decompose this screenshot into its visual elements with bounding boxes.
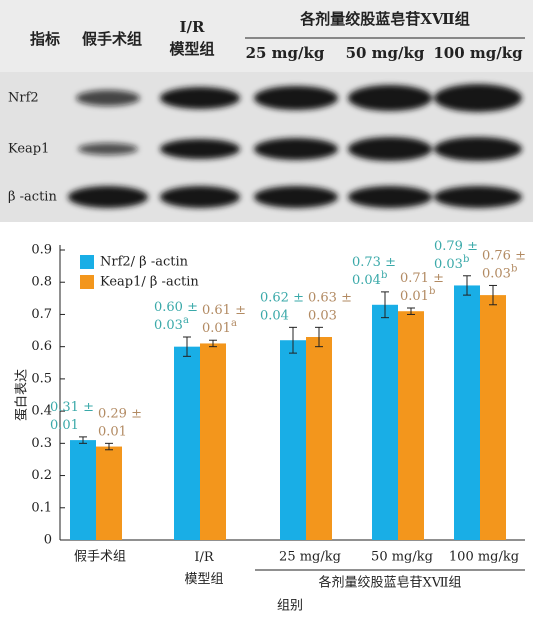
bar — [480, 295, 506, 540]
header-cell: 假手术组 — [82, 30, 142, 48]
y-tick-label: 0.3 — [31, 436, 52, 451]
bar — [306, 337, 332, 540]
value-label: 0.31 ±0.01 — [50, 399, 94, 432]
x-axis-title: 组别 — [277, 599, 303, 614]
bar — [174, 347, 200, 540]
bar — [96, 447, 122, 540]
blot-row-label: Keap1 — [8, 142, 49, 157]
x-tick-label: 假手术组 — [74, 550, 126, 565]
header-dose: 50 mg/kg — [346, 44, 425, 62]
value-label: 0.76 ±0.03b — [482, 248, 526, 281]
y-tick-label: 0.5 — [31, 371, 52, 386]
blot-row-label: Nrf2 — [8, 91, 39, 106]
value-label: 0.29 ±0.01 — [98, 406, 142, 439]
y-tick-label: 0.4 — [31, 404, 52, 419]
blot-row-label: β -actin — [8, 190, 57, 205]
group-label: 各剂量绞股蓝皂苷ⅩⅦ组 — [318, 575, 461, 591]
y-tick-label: 0.8 — [31, 275, 52, 290]
header-group: 各剂量绞股蓝皂苷ⅩⅦ组 — [299, 10, 470, 28]
legend-label: Nrf2/ β -actin — [100, 255, 189, 270]
y-tick-label: 0.2 — [31, 468, 52, 483]
header-dose: 25 mg/kg — [246, 44, 325, 62]
value-label: 0.61 ±0.01a — [202, 303, 246, 336]
legend-label: Keap1/ β -actin — [100, 275, 199, 290]
bar — [200, 343, 226, 540]
y-tick-label: 0.1 — [31, 500, 52, 515]
y-tick-label: 0 — [44, 533, 52, 548]
y-tick-label: 0.9 — [31, 243, 52, 258]
figure: 指标 假手术组 各剂量绞股蓝皂苷ⅩⅦ组 25 mg/kg 50 mg/kg 10… — [0, 0, 533, 619]
x-tick-label: 50 mg/kg — [371, 550, 433, 565]
legend-swatch — [80, 275, 94, 289]
header-dose: 100 mg/kg — [433, 44, 523, 62]
bar — [280, 340, 306, 540]
legend-swatch — [80, 255, 94, 269]
bar — [70, 440, 96, 540]
value-label: 0.71 ±0.01b — [400, 271, 444, 304]
value-label: 0.60 ±0.03a — [154, 300, 198, 333]
y-axis-title: 蛋白表达 — [14, 369, 30, 421]
bar — [398, 311, 424, 540]
header-cell: 指标 — [30, 30, 60, 48]
value-label: 0.73 ±0.04b — [352, 254, 396, 287]
x-tick-label: 100 mg/kg — [449, 550, 519, 565]
value-label: 0.79 ±0.03b — [434, 238, 478, 271]
value-label: 0.63 ±0.03 — [308, 290, 352, 323]
y-tick-label: 0.7 — [31, 307, 52, 322]
bar — [372, 305, 398, 540]
x-tick-label: 25 mg/kg — [279, 550, 341, 565]
bar — [454, 285, 480, 540]
value-label: 0.62 ±0.04 — [260, 290, 304, 323]
y-tick-label: 0.6 — [31, 339, 52, 354]
